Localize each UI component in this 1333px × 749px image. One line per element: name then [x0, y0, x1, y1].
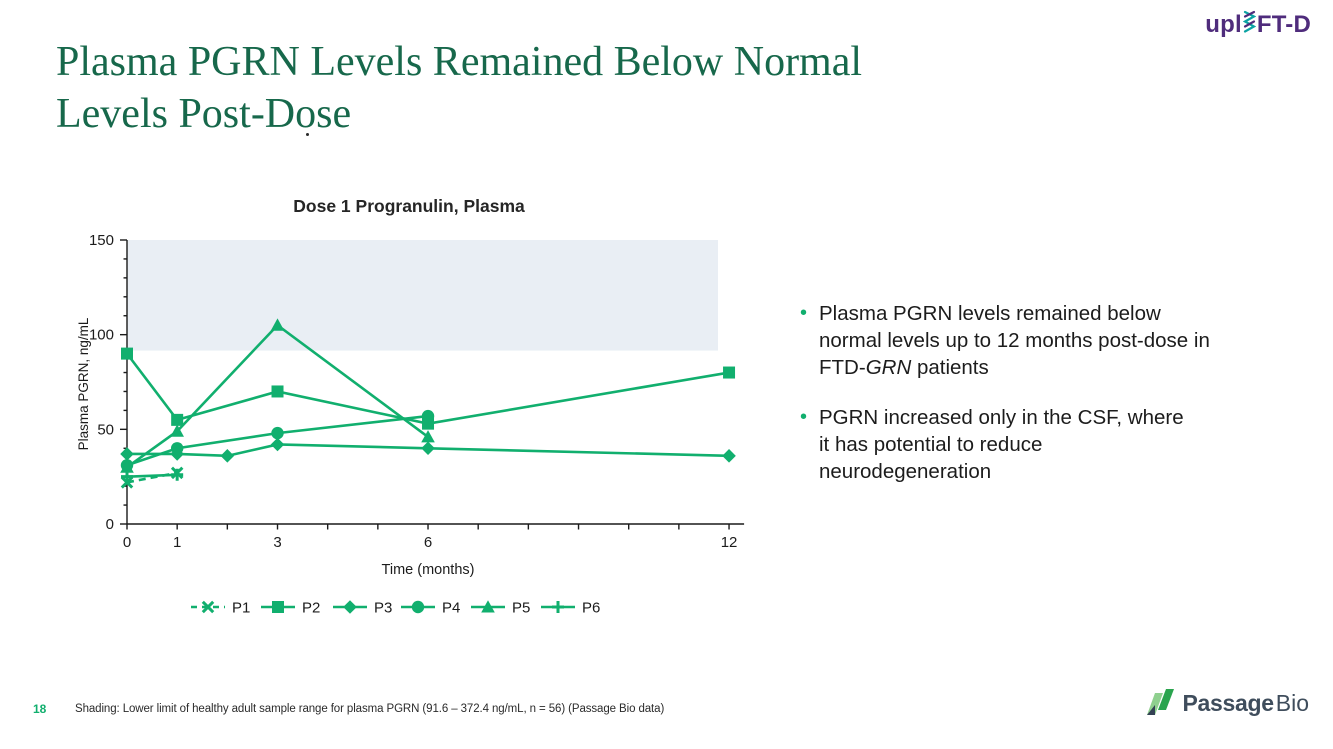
- bullet-item-1: • Plasma PGRN levels remained below normal…: [800, 302, 1210, 379]
- legend-item-P4: P4: [401, 600, 460, 617]
- legend-item-P2: P2: [261, 600, 320, 617]
- series-P5: [120, 318, 435, 473]
- x-tick-label: 12: [721, 534, 738, 551]
- legend-item-P5: P5: [471, 600, 530, 617]
- legend-item-P3: P3: [333, 600, 392, 617]
- series-P2: [121, 347, 736, 430]
- x-tick-label: 0: [123, 534, 131, 551]
- page-title: Plasma PGRN Levels Remained Below Normal…: [56, 36, 1136, 140]
- series-P4-line: [126, 414, 429, 467]
- legend-label: P3: [374, 600, 392, 617]
- bullet-dot-icon: •: [800, 302, 808, 324]
- title-line-2: Levels Post-Dose: [56, 91, 352, 137]
- legend-item-P1: P1: [191, 600, 250, 617]
- title-line-1: Plasma PGRN Levels Remained Below Normal: [56, 39, 863, 85]
- bullet-item-2: • PGRN increased only in the CSF, where it…: [800, 406, 1184, 483]
- key-points: • Plasma PGRN levels remained below normal…: [800, 300, 1300, 508]
- legend-label: P6: [582, 600, 600, 617]
- passagebio-wordmark-light: Bio: [1275, 689, 1309, 716]
- x-tick-label: 3: [273, 534, 281, 551]
- passagebio-logo: Passage Bio: [1144, 688, 1309, 718]
- x-tick-label: 1: [173, 534, 181, 551]
- key-points-list: • Plasma PGRN levels remained below normal…: [800, 300, 1300, 485]
- legend-label: P2: [302, 600, 320, 617]
- bullet-dot-icon: •: [800, 406, 808, 428]
- chart-title: Dose 1 Progranulin, Plasma: [293, 196, 525, 216]
- y-tick-label: 150: [89, 232, 114, 249]
- page-number: 18: [33, 702, 47, 716]
- pgrn-line-chart: Dose 1 Progranulin, Plasma 0 50 100 150 0 1 3 6 1…: [58, 188, 758, 633]
- x-tick-label: 6: [424, 534, 432, 551]
- passagebio-wordmark-bold: Passage: [1182, 689, 1275, 716]
- footnote: Shading: Lower limit of healthy adult sa…: [75, 703, 665, 715]
- y-tick-label: 0: [106, 516, 114, 533]
- series-P6: [121, 468, 184, 483]
- series-P3-line: [127, 443, 730, 458]
- y-tick-label: 100: [89, 327, 114, 344]
- x-axis-title: Time (months): [382, 562, 475, 578]
- legend-item-P6: P6: [541, 600, 600, 617]
- series-P6-line: [126, 473, 178, 478]
- chart-canvas: Dose 1 Progranulin, Plasma 0 50 100 150 0 1 3 6 1…: [76, 196, 745, 617]
- legend-label: P4: [442, 600, 460, 617]
- y-axis-title: Plasma PGRN, ng/mL: [76, 317, 91, 450]
- uplift-logo-post: FT-D: [1256, 10, 1311, 38]
- dna-helix-icon: [1242, 10, 1257, 41]
- y-tick-label: 50: [97, 421, 114, 438]
- uplift-logo-pre: upl: [1205, 10, 1242, 38]
- series-P4: [120, 409, 435, 472]
- passagebio-icon: [1146, 689, 1174, 715]
- normal-range-band: [127, 240, 718, 351]
- legend-label: P5: [512, 600, 530, 617]
- series-P5-line: [126, 323, 429, 469]
- uplift-d-logo: upl FT-D: [1205, 8, 1311, 41]
- stray-period: [306, 133, 309, 136]
- legend-label: P1: [232, 600, 250, 617]
- legend: P1 P2 P3 P4 P5 P6: [191, 600, 600, 617]
